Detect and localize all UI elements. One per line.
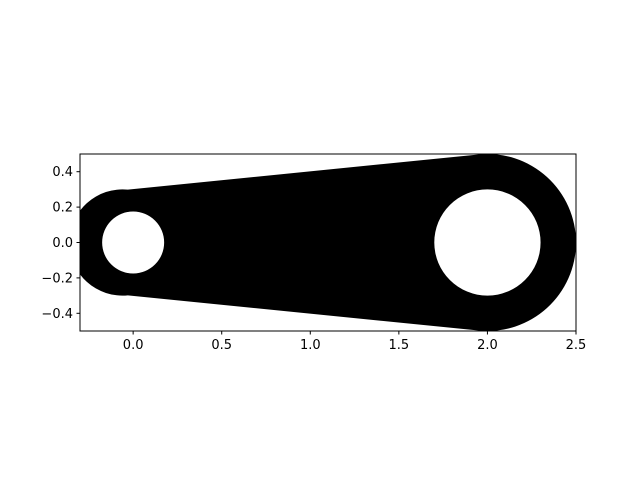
x-tick-label: 2.0 [477,338,498,353]
y-tick-label: 0.0 [52,236,73,251]
plot-area [80,154,576,331]
y-tick-label: 0.2 [52,201,73,216]
x-tick-label: 0.0 [123,338,144,353]
y-tick-label: −0.4 [41,307,73,322]
y-tick-label: 0.4 [52,165,73,180]
y-tick-label: −0.2 [41,271,73,286]
y-axis: 0.4 0.2 0.0 −0.2 −0.4 [41,165,80,322]
x-axis: 0.0 0.5 1.0 1.5 2.0 2.5 [123,331,587,353]
x-tick-label: 0.5 [211,338,232,353]
link-shape [80,154,576,331]
x-tick-label: 2.5 [566,338,587,353]
x-tick-label: 1.5 [389,338,410,353]
x-tick-label: 1.0 [300,338,321,353]
